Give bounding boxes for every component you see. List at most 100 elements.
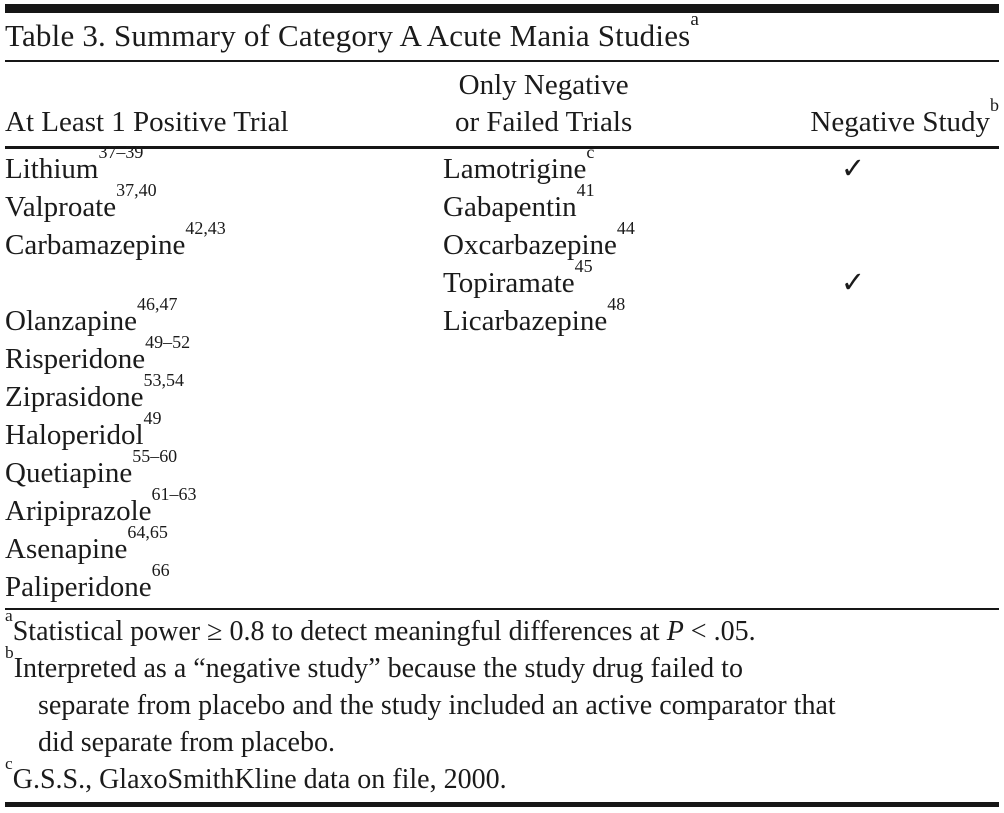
cell-negative-study-check xyxy=(743,188,999,226)
cell-positive-trial: Risperidone49–52 xyxy=(5,333,443,378)
table-title: Table 3. Summary of Category A Acute Man… xyxy=(5,10,999,60)
reference-superscript: 49–52 xyxy=(145,332,191,352)
footnote-text: Interpreted as a “negative study” becaus… xyxy=(13,653,743,684)
drug-name: Topiramate xyxy=(443,267,575,299)
cell-negative-failed: Lamotriginec xyxy=(443,143,743,188)
cell-negative-study-check xyxy=(743,226,999,264)
table-title-superscript: a xyxy=(690,8,699,30)
cell-negative-study-check xyxy=(743,530,999,568)
reference-superscript: 64,65 xyxy=(127,522,168,542)
cell-positive-trial: Olanzapine46,47 xyxy=(5,295,443,340)
cell-negative-failed xyxy=(443,454,743,492)
table-row: Asenapine64,65 xyxy=(5,523,999,568)
cell-negative-study-check xyxy=(743,340,999,378)
table-row: Ziprasidone53,54 xyxy=(5,371,999,416)
reference-superscript: 48 xyxy=(607,294,626,314)
table-row: Haloperidol49 xyxy=(5,409,999,454)
header-divider-rule xyxy=(5,146,999,149)
footnote-text: did separate from placebo. xyxy=(38,727,335,758)
reference-superscript: 53,54 xyxy=(143,370,184,390)
footnote-marker: c xyxy=(5,753,13,773)
table-row: Olanzapine46,47 Licarbazepine48 xyxy=(5,295,999,340)
drug-name: Valproate xyxy=(5,191,117,223)
cell-negative-failed xyxy=(443,568,743,606)
cell-positive-trial: Asenapine64,65 xyxy=(5,523,443,568)
cell-negative-study-check xyxy=(743,454,999,492)
check-mark: ✓ xyxy=(840,267,866,299)
bottom-thick-rule xyxy=(5,802,999,807)
cell-positive-trial: Ziprasidone53,54 xyxy=(5,371,443,416)
header-col2-line1: Only Negative xyxy=(458,69,629,101)
cell-negative-study-check: ✓ xyxy=(743,150,999,188)
table-row: Aripiprazole61–63 xyxy=(5,485,999,530)
table-row: Topiramate45 ✓ xyxy=(5,257,999,302)
reference-superscript: 37–39 xyxy=(98,142,144,162)
reference-superscript: 46,47 xyxy=(137,294,178,314)
reference-superscript: 45 xyxy=(574,256,593,276)
cell-negative-failed xyxy=(443,340,743,378)
footnote-marker: a xyxy=(5,605,13,625)
table-row: Lithium37–39 Lamotriginec ✓ xyxy=(5,143,999,188)
reference-superscript: 66 xyxy=(151,560,170,580)
reference-superscript: 61–63 xyxy=(151,484,197,504)
cell-negative-failed xyxy=(443,378,743,416)
cell-negative-study-check xyxy=(743,302,999,340)
table-body: Lithium37–39 Lamotriginec ✓ Valproate37,… xyxy=(5,143,999,608)
header-col-positive-trial: At Least 1 Positive Trial xyxy=(5,106,289,138)
cell-negative-study-check xyxy=(743,492,999,530)
drug-name: Aripiprazole xyxy=(5,495,152,527)
cell-positive-trial: Haloperidol49 xyxy=(5,409,443,454)
paper-table-page: Table 3. Summary of Category A Acute Man… xyxy=(0,4,1004,807)
footnote-line: aStatistical power ≥ 0.8 to detect meani… xyxy=(5,606,999,650)
footnote-italic-text: P xyxy=(666,616,684,647)
reference-superscript: c xyxy=(586,142,595,162)
footnote-text: < .05. xyxy=(683,616,756,647)
footnote-line: separate from placebo and the study incl… xyxy=(5,687,999,724)
check-mark: ✓ xyxy=(840,153,866,185)
drug-name: Risperidone xyxy=(5,343,146,375)
cell-negative-failed xyxy=(443,416,743,454)
table-header-row: At Least 1 Positive Trial Only Negative … xyxy=(5,62,999,146)
header-col-negative-study: Negative Studyb xyxy=(743,96,999,141)
cell-positive-trial: Valproate37,40 xyxy=(5,181,443,226)
footnote-text: G.S.S., GlaxoSmithKline data on file, 20… xyxy=(12,764,507,795)
cell-negative-failed: Topiramate45 xyxy=(443,257,743,302)
footnote-marker: b xyxy=(5,642,14,662)
cell-negative-study-check: ✓ xyxy=(743,264,999,302)
drug-name: Lamotrigine xyxy=(443,153,587,185)
table-title-text: Table 3. Summary of Category A Acute Man… xyxy=(5,18,691,53)
top-thick-rule xyxy=(5,4,999,13)
table-row: Valproate37,40 Gabapentin41 xyxy=(5,181,999,226)
header-col3-text: Negative Study xyxy=(810,106,991,138)
title-divider-rule xyxy=(5,60,999,62)
cell-negative-failed: Oxcarbazepine44 xyxy=(443,219,743,264)
cell-negative-failed: Gabapentin41 xyxy=(443,181,743,226)
table-row: Carbamazepine42,43 Oxcarbazepine44 xyxy=(5,219,999,264)
cell-positive-trial: Carbamazepine42,43 xyxy=(5,219,443,264)
drug-name: Licarbazepine xyxy=(443,305,608,337)
cell-negative-failed xyxy=(443,530,743,568)
reference-superscript: 42,43 xyxy=(185,218,226,238)
reference-superscript: 49 xyxy=(143,408,162,428)
drug-name: Haloperidol xyxy=(5,419,144,451)
header-col-negative-failed: Only Negative or Failed Trials xyxy=(443,67,743,141)
table-row: Risperidone49–52 xyxy=(5,333,999,378)
table-row: Paliperidone66 xyxy=(5,561,999,606)
reference-superscript: 41 xyxy=(576,180,595,200)
drug-name: Gabapentin xyxy=(443,191,577,223)
cell-negative-study-check xyxy=(743,416,999,454)
cell-positive-trial: Aripiprazole61–63 xyxy=(5,485,443,530)
footnotes: aStatistical power ≥ 0.8 to detect meani… xyxy=(5,606,999,802)
cell-negative-failed xyxy=(443,492,743,530)
drug-name: Paliperidone xyxy=(5,571,152,603)
reference-superscript: 37,40 xyxy=(116,180,157,200)
cell-negative-failed: Licarbazepine48 xyxy=(443,295,743,340)
drug-name: Lithium xyxy=(5,153,99,185)
reference-superscript: 44 xyxy=(616,218,635,238)
cell-positive-trial: Paliperidone66 xyxy=(5,561,443,606)
footnote-line: did separate from placebo. xyxy=(5,724,999,761)
footnote-text: separate from placebo and the study incl… xyxy=(38,690,836,721)
reference-superscript: 55–60 xyxy=(132,446,178,466)
footnote-line: cG.S.S., GlaxoSmithKline data on file, 2… xyxy=(5,754,999,798)
footnote-divider-rule xyxy=(5,608,999,610)
